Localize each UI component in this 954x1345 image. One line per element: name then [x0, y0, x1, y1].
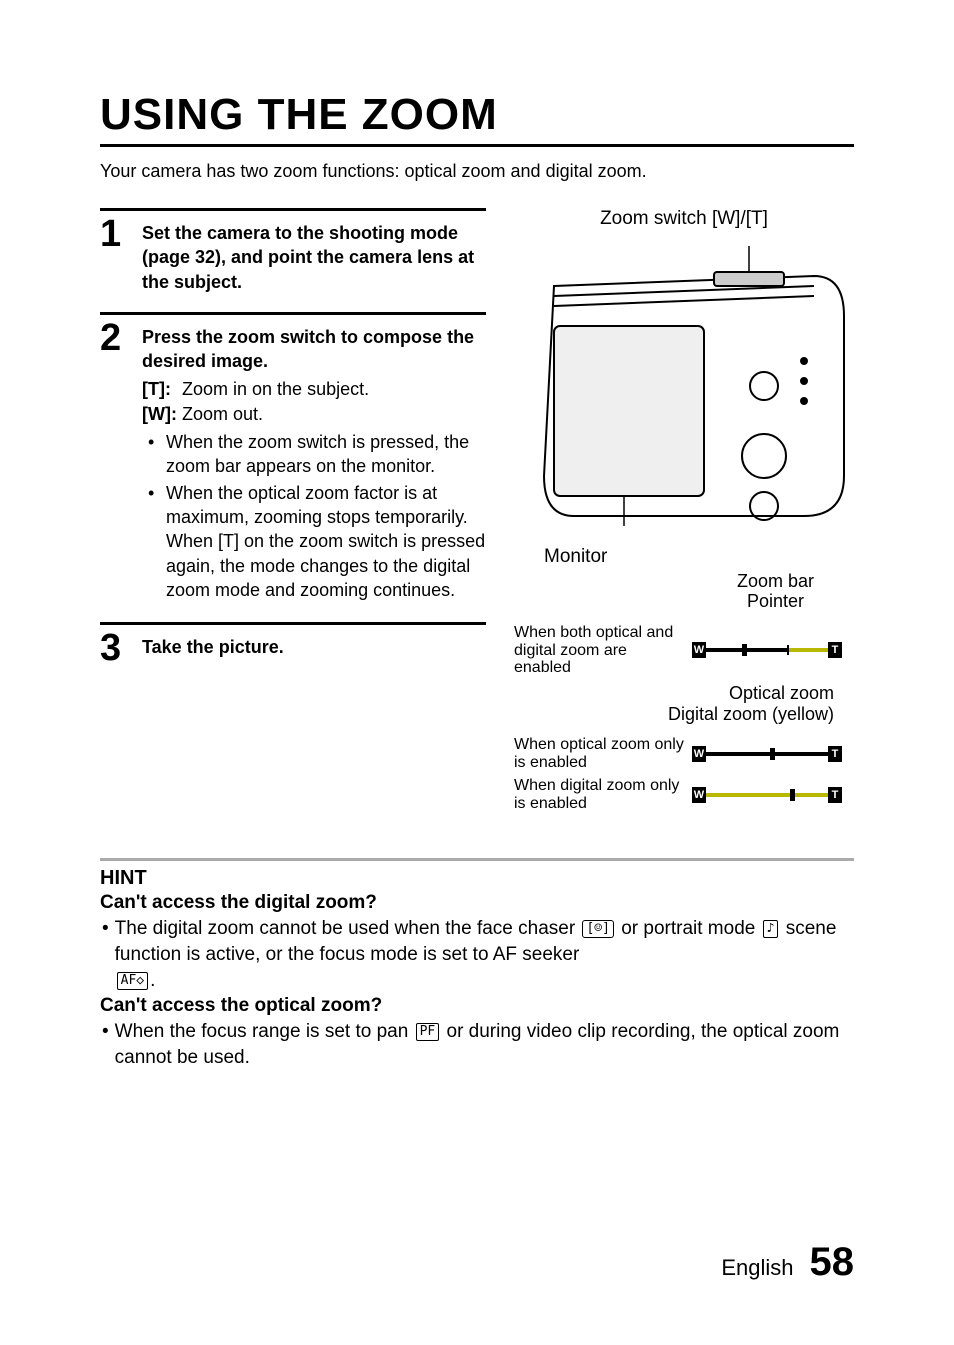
list-item: When the zoom switch is pressed, the zoo… — [142, 430, 486, 479]
hint-question-2: Can't access the optical zoom? — [100, 995, 854, 1017]
bullet-icon: • — [102, 916, 109, 993]
hint-text: When the focus range is set to pan PF or… — [115, 1019, 854, 1070]
title-rule — [100, 144, 854, 147]
zoom-bar-digital-icon: W T — [692, 787, 842, 803]
bullet-list: When the zoom switch is pressed, the zoo… — [142, 430, 486, 602]
hint-question-1: Can't access the digital zoom? — [100, 892, 854, 914]
step-number: 1 — [100, 215, 124, 294]
camera-illustration — [514, 236, 854, 526]
list-item: When the optical zoom factor is at maxim… — [142, 481, 486, 602]
def-key: [T]: — [142, 377, 182, 401]
def-val: Zoom in on the subject. — [182, 377, 369, 401]
zoom-bar-sublabels: Optical zoom Digital zoom (yellow) — [514, 683, 834, 726]
pointer-label: Pointer — [737, 592, 814, 612]
zoom-bar-both-icon: W T — [692, 642, 842, 658]
page-number: 58 — [810, 1240, 855, 1285]
manual-page: USING THE ZOOM Your camera has two zoom … — [0, 0, 954, 1345]
hint-answer-1: • The digital zoom cannot be used when t… — [100, 916, 854, 993]
step-number: 3 — [100, 629, 124, 667]
w-end-icon: W — [692, 787, 706, 803]
step-heading: Take the picture. — [142, 629, 284, 667]
t-end-icon: T — [828, 787, 842, 803]
content-columns: 1 Set the camera to the shooting mode (p… — [100, 208, 854, 818]
w-end-icon: W — [692, 642, 706, 658]
hint-rule — [100, 858, 854, 861]
zoom-bar-row-digital: When digital zoom only is enabled W T — [514, 777, 854, 812]
zoom-bar-optical-icon: W T — [692, 746, 842, 762]
page-title: USING THE ZOOM — [100, 90, 854, 140]
diagram-column: Zoom switch [W]/[T] — [514, 208, 854, 818]
zoom-bar-desc: When optical zoom only is enabled — [514, 736, 684, 771]
hint-heading: HINT — [100, 867, 854, 890]
camera-icon — [514, 236, 854, 526]
zoom-switch-label: Zoom switch [W]/[T] — [514, 208, 854, 230]
digital-zoom-label: Digital zoom (yellow) — [514, 704, 834, 726]
t-end-icon: T — [828, 642, 842, 658]
af-seeker-icon: AF◇ — [117, 972, 148, 990]
optical-zoom-label: Optical zoom — [514, 683, 834, 705]
def-key: [W]: — [142, 402, 182, 426]
step-heading: Set the camera to the shooting mode (pag… — [142, 215, 486, 294]
t-end-icon: T — [828, 746, 842, 762]
def-row: [W]: Zoom out. — [142, 402, 486, 426]
zoom-bar-desc: When both optical and digital zoom are e… — [514, 624, 684, 677]
page-footer: English 58 — [721, 1240, 854, 1285]
face-chaser-icon: [☺] — [582, 920, 613, 938]
w-end-icon: W — [692, 746, 706, 762]
monitor-label: Monitor — [544, 546, 854, 568]
definition-list: [T]: Zoom in on the subject. [W]: Zoom o… — [142, 377, 486, 426]
hint-text: The digital zoom cannot be used when the… — [115, 916, 854, 993]
step-number: 2 — [100, 319, 124, 604]
def-val: Zoom out. — [182, 402, 263, 426]
step-heading: Press the zoom switch to compose the des… — [142, 325, 486, 374]
hint-answer-2: • When the focus range is set to pan PF … — [100, 1019, 854, 1070]
intro-text: Your camera has two zoom functions: opti… — [100, 161, 854, 182]
portrait-mode-icon: ♪ — [763, 920, 779, 938]
bullet-icon: • — [102, 1019, 109, 1070]
step-body: Press the zoom switch to compose the des… — [142, 319, 486, 604]
zoom-bar-row-optical: When optical zoom only is enabled W T — [514, 736, 854, 771]
zoom-bar-section: Zoom bar Pointer When both optical and d… — [514, 580, 854, 812]
step-3: 3 Take the picture. — [100, 625, 486, 685]
pf-icon: PF — [416, 1023, 440, 1041]
step-2: 2 Press the zoom switch to compose the d… — [100, 315, 486, 622]
zoom-bar-desc: When digital zoom only is enabled — [514, 777, 684, 812]
steps-column: 1 Set the camera to the shooting mode (p… — [100, 208, 486, 818]
zoom-bar-row-both: When both optical and digital zoom are e… — [514, 624, 854, 677]
footer-language: English — [721, 1255, 793, 1281]
step-1: 1 Set the camera to the shooting mode (p… — [100, 211, 486, 312]
zoom-bar-top-labels: Zoom bar Pointer — [737, 572, 814, 612]
def-row: [T]: Zoom in on the subject. — [142, 377, 486, 401]
zoom-bar-label: Zoom bar — [737, 572, 814, 592]
